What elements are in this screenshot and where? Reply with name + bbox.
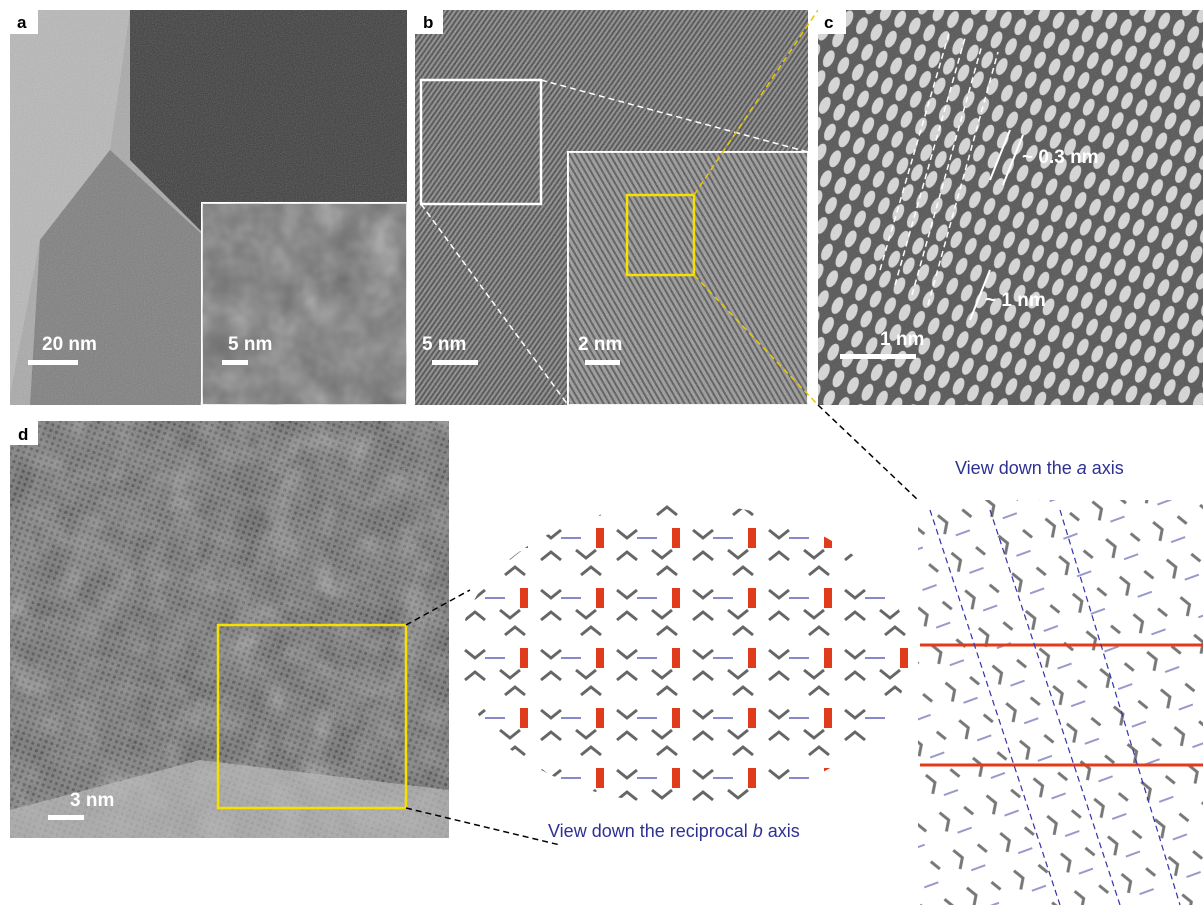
- annotation: ~ 1 nm: [985, 290, 1046, 311]
- scale-bar: [432, 360, 478, 365]
- caption: View down the a axis: [955, 458, 1124, 478]
- scale-bar: [585, 360, 620, 365]
- scale-label: 1 nm: [880, 329, 924, 350]
- scale-bar: [28, 360, 78, 365]
- scale-bar: [222, 360, 248, 365]
- scale-label: 5 nm: [422, 334, 466, 355]
- caption-text: b: [753, 821, 763, 841]
- scale-label: 2 nm: [578, 334, 622, 355]
- panel-label: c: [824, 13, 833, 32]
- caption-text: View down the reciprocal: [548, 821, 753, 841]
- caption-text: a: [1077, 458, 1087, 478]
- panel-d: d 3 nm: [10, 421, 561, 846]
- caption: View down the reciprocal b axis: [548, 821, 800, 841]
- scale-bar: [48, 815, 84, 820]
- panel-label: a: [17, 13, 27, 32]
- panel-c: c ~ 0.3 nm ~ 1 nm 1 nm: [817, 10, 1203, 501]
- panel-label: d: [18, 425, 28, 444]
- panel-b: b 5 nm 2 nm: [415, 9, 819, 406]
- caption-text: axis: [1087, 458, 1124, 478]
- caption-text: View down the: [955, 458, 1077, 478]
- annotation: ~ 0.3 nm: [1022, 147, 1099, 168]
- scale-label: 3 nm: [70, 790, 114, 811]
- structure-a: View down the a axis: [918, 458, 1203, 905]
- panel-label: b: [423, 13, 433, 32]
- caption-text: axis: [763, 821, 800, 841]
- panel-a: a 20 nm 5 nm: [10, 10, 408, 406]
- scale-label: 5 nm: [228, 334, 272, 355]
- scale-label: 20 nm: [42, 334, 97, 355]
- scale-bar: [840, 354, 916, 359]
- structure-b: View down the reciprocal b axis: [459, 504, 909, 841]
